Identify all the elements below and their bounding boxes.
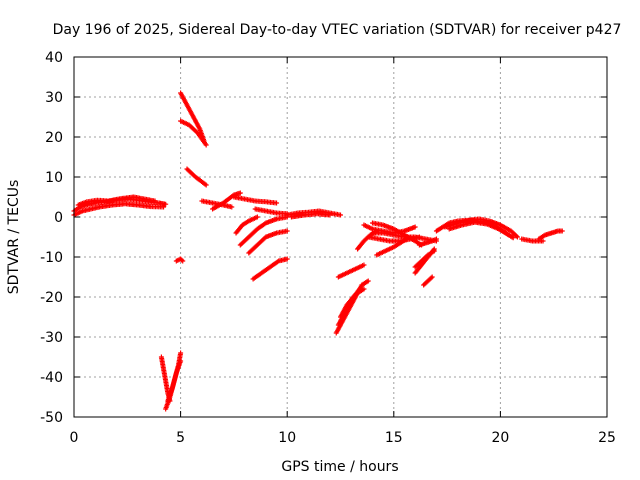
data-point bbox=[178, 350, 184, 356]
y-tick-label: 10 bbox=[45, 170, 63, 186]
data-point bbox=[237, 190, 243, 196]
x-tick-label: 20 bbox=[491, 430, 509, 446]
y-tick-label: -40 bbox=[40, 370, 63, 386]
x-tick-label: 15 bbox=[385, 430, 403, 446]
y-tick-label: -50 bbox=[40, 410, 63, 426]
y-tick-label: 30 bbox=[45, 90, 63, 106]
data-arc-arc-10 bbox=[184, 166, 209, 188]
data-point bbox=[514, 234, 520, 240]
data-point bbox=[284, 256, 290, 262]
data-arc-arc-33 bbox=[412, 248, 437, 270]
data-arc-arc-24 bbox=[335, 262, 367, 280]
data-point bbox=[179, 257, 185, 263]
data-point bbox=[163, 201, 169, 207]
data-arc-arc-39 bbox=[536, 228, 565, 242]
data-arc-arc-29 bbox=[374, 236, 410, 258]
axis-ticks: 0 5 10 15 20 25 -50 -40 -30 -20 -10 0 10 20 30 40 bbox=[40, 50, 616, 446]
data-point bbox=[180, 258, 186, 264]
y-tick-label: -10 bbox=[40, 250, 63, 266]
x-tick-label: 25 bbox=[598, 430, 616, 446]
data-point bbox=[229, 204, 235, 210]
data-point bbox=[161, 204, 167, 210]
data-point bbox=[284, 228, 290, 234]
x-axis-label: GPS time / hours bbox=[281, 459, 398, 475]
data-point bbox=[327, 212, 333, 218]
chart-title: Day 196 of 2025, Sidereal Day-to-day VTE… bbox=[53, 22, 622, 38]
y-tick-label: -30 bbox=[40, 330, 63, 346]
data-arc-arc-13 bbox=[231, 194, 280, 206]
data-arc-arc-37 bbox=[446, 219, 516, 241]
data-point bbox=[203, 142, 209, 148]
data-point bbox=[178, 358, 184, 364]
data-arc-arc-14 bbox=[233, 214, 260, 236]
data-point bbox=[274, 200, 280, 206]
data-point bbox=[513, 233, 519, 239]
data-point bbox=[510, 235, 516, 241]
data-point bbox=[433, 236, 439, 242]
data-arc-arc-30 bbox=[369, 230, 439, 244]
x-tick-label: 10 bbox=[278, 430, 296, 446]
data-arc-arc-18 bbox=[252, 206, 290, 217]
y-tick-label: 20 bbox=[45, 130, 63, 146]
data-point bbox=[254, 214, 260, 220]
x-tick-label: 0 bbox=[70, 430, 79, 446]
data-arc-arc-23 bbox=[338, 286, 363, 320]
data-point bbox=[365, 278, 371, 284]
data-arc-arc-03 bbox=[75, 194, 158, 208]
data-point bbox=[357, 286, 363, 292]
data-arc-arc-31 bbox=[416, 236, 439, 248]
data-point bbox=[152, 198, 158, 204]
data-arc-arc-34 bbox=[421, 274, 435, 288]
data-point bbox=[428, 275, 434, 281]
data-arc-arc-07 bbox=[173, 256, 186, 264]
data-point bbox=[412, 224, 418, 230]
data-arc-arc-09 bbox=[178, 118, 209, 148]
data-arc-arc-17 bbox=[250, 256, 290, 282]
plot-frame bbox=[73, 56, 608, 418]
y-axis-label: SDTVAR / TECUs bbox=[6, 180, 22, 295]
data-point bbox=[361, 286, 367, 292]
data-point bbox=[361, 262, 367, 268]
y-tick-label: 0 bbox=[54, 210, 63, 226]
data-point bbox=[338, 212, 343, 218]
data-point bbox=[540, 238, 546, 244]
data-point bbox=[431, 248, 437, 254]
x-tick-label: 5 bbox=[176, 430, 185, 446]
data-arc-arc-06 bbox=[165, 358, 184, 404]
data-points bbox=[71, 90, 565, 412]
y-tick-label: 40 bbox=[45, 50, 63, 66]
data-arc-arc-20 bbox=[288, 211, 333, 220]
data-arc-arc-02 bbox=[71, 201, 167, 218]
data-point bbox=[429, 274, 435, 280]
data-point bbox=[559, 228, 565, 234]
y-tick-label: -20 bbox=[40, 290, 63, 306]
data-arc-arc-16 bbox=[246, 228, 290, 256]
data-point bbox=[203, 182, 209, 188]
